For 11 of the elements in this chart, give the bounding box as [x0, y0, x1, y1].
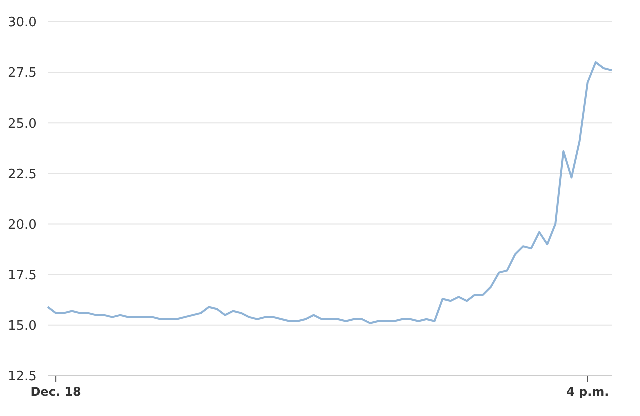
y-tick-label: 25.0	[8, 116, 37, 132]
y-tick-label: 30.0	[8, 16, 37, 31]
x-tick-label: Dec. 18	[30, 385, 82, 399]
y-tick-label: 27.5	[8, 66, 37, 82]
y-tick-label: 22.5	[8, 167, 37, 182]
y-tick-label: 12.5	[8, 370, 37, 385]
y-tick-label: 15.0	[8, 319, 37, 334]
y-tick-label: 20.0	[8, 218, 37, 233]
line-series	[47, 61, 613, 324]
x-tick-label: 4 p.m.	[566, 385, 610, 399]
y-tick-label: 17.5	[8, 268, 37, 284]
